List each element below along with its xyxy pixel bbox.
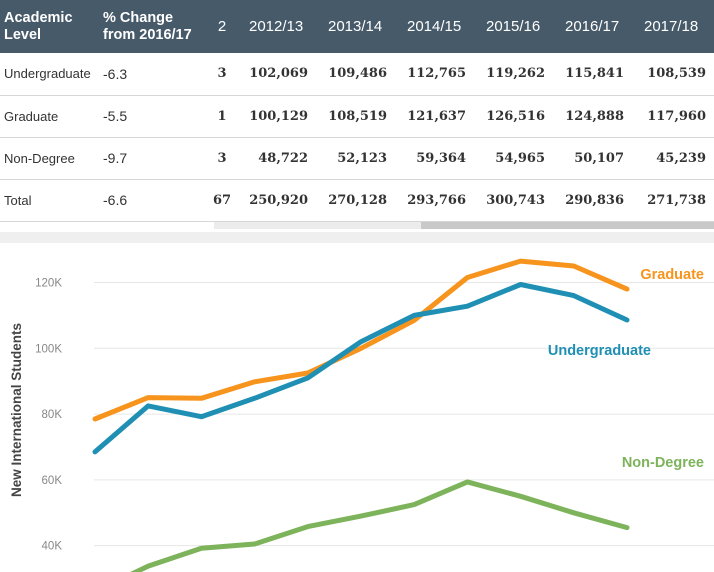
line-chart: 40K 60K 80K 100K 120K Graduate Undergraduate N… — [9, 258, 714, 572]
enrollment-table: Academic Level % Change from 2016/17 2 2… — [0, 0, 714, 222]
cell-value: 108,519 — [328, 108, 387, 124]
table-row-undergraduate: Undergraduate -6.3 3 102,069 109,486 112… — [0, 53, 714, 95]
cell-level: Non-Degree — [4, 150, 75, 166]
y-tick-label: 80K — [42, 409, 63, 421]
cell-change: -9.7 — [103, 150, 128, 166]
cell-value: 124,888 — [565, 108, 624, 124]
table-header-row: Academic Level % Change from 2016/17 2 2… — [0, 0, 714, 53]
cell-value: 270,128 — [328, 192, 387, 208]
y-tick-label: 100K — [35, 343, 62, 355]
cell-value: 112,765 — [407, 66, 466, 82]
cell-value: 290,836 — [565, 192, 624, 208]
cell-value: 250,920 — [249, 192, 308, 208]
series-label-non-degree: Non-Degree — [622, 455, 704, 471]
cell-level: Undergraduate — [4, 66, 91, 82]
table-row-non-degree: Non-Degree -9.7 3 48,722 52,123 59,364 5… — [0, 137, 714, 179]
header-count[interactable]: 2 — [217, 18, 227, 35]
cell-value: 54,965 — [495, 150, 545, 166]
cell-count: 3 — [217, 66, 227, 82]
cell-value: 126,516 — [486, 108, 545, 124]
cell-value: 300,743 — [486, 192, 545, 208]
cell-change: -6.6 — [103, 192, 128, 208]
series-line-graduate[interactable] — [92, 258, 630, 422]
cell-value: 271,738 — [647, 192, 706, 208]
cell-value: 109,486 — [328, 66, 387, 82]
series-label-graduate: Graduate — [640, 267, 704, 283]
header-year[interactable]: 2012/13 — [249, 18, 304, 35]
y-axis-ticks: 40K 60K 80K 100K 120K — [35, 277, 62, 552]
header-year[interactable]: 2014/15 — [407, 18, 462, 35]
series-labels: Graduate Undergraduate Non-Degree — [548, 267, 704, 471]
cell-value: 50,107 — [574, 150, 624, 166]
cell-value: 121,637 — [407, 108, 466, 124]
header-year[interactable]: 2017/18 — [644, 18, 699, 35]
series-lines — [92, 258, 630, 572]
cell-value: 117,960 — [647, 108, 706, 124]
header-academic-level[interactable]: Academic Level — [4, 9, 73, 43]
series-line-non-degree[interactable] — [95, 479, 630, 572]
cell-value: 59,364 — [416, 150, 466, 166]
cell-value: 115,841 — [565, 66, 624, 82]
y-tick-label: 120K — [35, 277, 62, 289]
cell-change: -6.3 — [103, 65, 128, 82]
section-divider — [0, 232, 714, 243]
cell-level: Total — [4, 192, 32, 208]
cell-value: 48,722 — [258, 150, 308, 166]
cell-value: 100,129 — [249, 108, 308, 124]
cell-value: 102,069 — [249, 66, 308, 82]
cell-count: 67 — [212, 192, 232, 208]
cell-value: 45,239 — [656, 150, 706, 166]
cell-count: 1 — [217, 108, 227, 124]
cell-value: 108,539 — [647, 66, 706, 82]
cell-change: -5.5 — [103, 108, 128, 124]
cell-count: 3 — [217, 150, 227, 166]
cell-level: Graduate — [4, 108, 59, 124]
header-percent-change[interactable]: % Change from 2016/17 — [103, 9, 192, 43]
scrollbar-thumb[interactable] — [421, 222, 714, 229]
header-year[interactable]: 2016/17 — [565, 18, 620, 35]
series-label-undergraduate: Undergraduate — [548, 343, 651, 359]
header-year[interactable]: 2015/16 — [486, 18, 541, 35]
table-row-graduate: Graduate -5.5 1 100,129 108,519 121,637 … — [0, 95, 714, 137]
cell-value: 119,262 — [486, 66, 545, 82]
series-line-undergraduate[interactable] — [92, 282, 630, 455]
horizontal-scrollbar[interactable] — [214, 222, 714, 229]
y-tick-label: 60K — [42, 475, 63, 487]
header-year[interactable]: 2013/14 — [328, 18, 383, 35]
y-tick-label: 40K — [42, 541, 63, 553]
table-row-total: Total -6.6 67 250,920 270,128 293,766 30… — [0, 179, 714, 221]
y-axis-title: New International Students — [9, 323, 24, 497]
cell-value: 52,123 — [337, 150, 387, 166]
cell-value: 293,766 — [407, 192, 466, 208]
